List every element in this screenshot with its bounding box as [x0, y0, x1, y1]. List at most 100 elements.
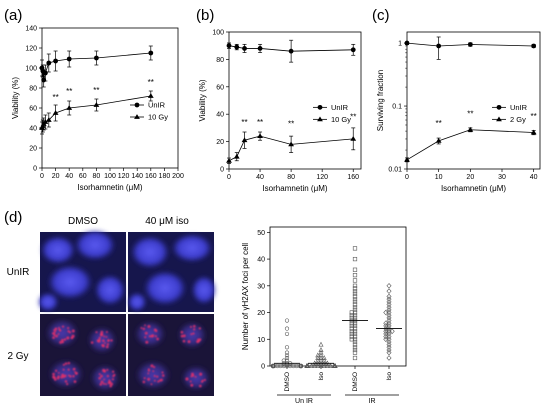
foci-iso-dot-1-15 [192, 324, 196, 328]
foci-iso-dot-0-2 [148, 335, 152, 338]
chart-d-series-2-point-34 [352, 291, 358, 296]
chart-c-legend-label-0: UnIR [510, 103, 528, 112]
chart-d-series-0-point-35 [284, 331, 290, 337]
foci-dmso-dot-3-5 [111, 378, 115, 381]
chart-a-xtick-label-10: 200 [172, 173, 184, 180]
foci-iso-dot-3-4 [190, 383, 194, 387]
chart-a: 0 20 40 60 80 100 120 140 160 180 2000204060801001… [11, 26, 184, 193]
chart-d-series-2-point-38 [352, 278, 358, 283]
chart-a-xtick-label-8: 160 [145, 173, 157, 180]
foci-iso-dot-3-7 [203, 378, 206, 382]
foci-iso-dot-0-12 [144, 336, 147, 339]
chart-d-series-2-point-28 [352, 307, 358, 312]
panel-label-d: (d) [4, 209, 22, 226]
foci-iso-dot-3-5 [198, 384, 202, 388]
chart-c-annotation-1: ** [467, 110, 473, 119]
chart-b-legend-label-1: 10 Gy [331, 115, 351, 124]
chart-d-series-2-point-17 [349, 323, 354, 329]
micro-image-unir-iso [128, 232, 216, 312]
foci-dmso-dot-3-21 [107, 381, 111, 385]
foci-iso-dot-1-14 [198, 327, 202, 330]
foci-iso-dot-2-3 [142, 380, 146, 384]
chart-d-series-2-point-16 [352, 323, 358, 329]
chart-b: 0 40 80 120 160 0 20 40 60 80 100 Isorhamnetin (μM)… [198, 30, 362, 193]
chart-d-series-2-point-0 [352, 355, 358, 361]
chart-d-series-2-point-14 [352, 326, 358, 331]
foci-iso-dot-0-6 [140, 327, 143, 329]
foci-dmso-dot-0-22 [53, 334, 56, 337]
chart-a-series-0-point-8 [148, 50, 154, 56]
chart-b-legend-marker-0 [317, 104, 323, 110]
chart-d-series-1-point-36 [318, 341, 324, 347]
foci-dmso-dot-1-18 [98, 336, 101, 340]
chart-d-series-2-point-26 [352, 310, 358, 315]
foci-iso-dot-2-8 [153, 374, 156, 377]
foci-iso-dot-3-2 [194, 375, 197, 378]
foci-dmso-dot-2-23 [73, 367, 76, 371]
foci-dmso-dot-1-17 [104, 342, 106, 344]
micro-row-label-2gy: 2 Gy [7, 351, 28, 362]
chart-a-frame [41, 27, 179, 169]
foci-dmso-dot-2-20 [74, 370, 76, 373]
foci-dmso-dot-2-7 [52, 372, 55, 376]
chart-c-legend-label-1: 2 Gy [510, 115, 526, 124]
foci-dmso-dot-2-18 [62, 368, 65, 371]
chart-d-series-3-point-21 [386, 317, 392, 324]
chart-a-series-1-point-3 [42, 119, 49, 124]
chart-d-frame [269, 226, 407, 367]
chart-c-legend-marker-0 [496, 104, 502, 110]
chart-d-ytick-label-3: 30 [257, 283, 265, 290]
chart-a-ytick-label-7: 140 [25, 26, 37, 33]
chart-a-series-0-point-4 [46, 60, 52, 66]
chart-d-scatter: 0 10 20 30 40 50 Number of γH2AX foci per cell… [241, 226, 407, 403]
chart-c-ytick-label-0: 0.01 [388, 167, 402, 174]
chart-d-xtick-label-2: DMSO [352, 372, 359, 392]
chart-a-ytick-label-4: 80 [29, 86, 37, 93]
foci-iso-dot-2-10 [153, 365, 156, 369]
micro-col-label-dmso: DMSO [68, 216, 98, 227]
chart-d-series-0-point-8 [297, 363, 302, 369]
foci-dmso-dot-2-3 [63, 374, 67, 378]
foci-iso-dot-2-16 [160, 378, 163, 382]
foci-dmso-dot-0-25 [71, 329, 75, 333]
chart-b-ylabel: Viability (%) [198, 79, 207, 121]
chart-d-series-2-point-10 [352, 331, 358, 337]
foci-dmso-dot-3-12 [102, 382, 106, 385]
chart-d-series-2-point-37 [352, 283, 358, 288]
foci-dmso-dot-1-10 [95, 331, 98, 334]
chart-c-xtick-label-3: 30 [498, 174, 506, 181]
chart-d-series-2-point-19 [349, 321, 354, 326]
chart-d-series-3-point-25 [383, 309, 389, 316]
chart-d-series-3-point-32 [386, 288, 392, 294]
chart-d-series-3-point-33 [386, 283, 392, 289]
foci-iso-dot-3-0 [189, 380, 192, 383]
chart-c-series-0-point-2 [467, 42, 473, 47]
chart-d-series-2-point-2 [352, 347, 358, 353]
chart-a-xtick-label-0: 0 [40, 173, 44, 180]
foci-dmso-dot-1-21 [100, 332, 104, 336]
foci-iso-dot-1-8 [187, 340, 191, 344]
chart-a-ytick-label-2: 40 [29, 126, 37, 133]
foci-dmso-dot-2-9 [56, 376, 60, 380]
chart-d-series-2-point-12 [352, 329, 358, 334]
foci-dmso-dot-2-6 [73, 380, 77, 383]
chart-d-series-3-point-16 [383, 325, 389, 332]
chart-d-series-0-point-36 [284, 326, 290, 331]
chart-c-series-0-point-1 [436, 43, 442, 49]
chart-d-series-2-point-5 [352, 339, 358, 345]
chart-d-series-3-point-27 [386, 304, 392, 310]
chart-d-series-3-point-9 [383, 333, 389, 340]
chart-d-series-0-point-24 [298, 363, 304, 369]
chart-c-xlabel: Isorhamnetin (μM) [441, 184, 506, 193]
chart-d-series-1-point-35 [318, 347, 324, 352]
chart-d-series-0-point-37 [284, 318, 290, 323]
chart-b-annotation-0: ** [241, 118, 247, 127]
panel-label-b: (b) [196, 7, 214, 24]
foci-iso-dot-0-10 [154, 329, 158, 333]
chart-d-series-2-point-1 [352, 350, 358, 355]
foci-iso-dot-1-2 [190, 333, 193, 336]
foci-dmso-dot-1-20 [110, 339, 113, 342]
chart-d-series-1-point-19 [304, 363, 310, 368]
chart-d-ytick-label-1: 10 [257, 337, 265, 344]
foci-iso-dot-1-0 [192, 332, 195, 335]
